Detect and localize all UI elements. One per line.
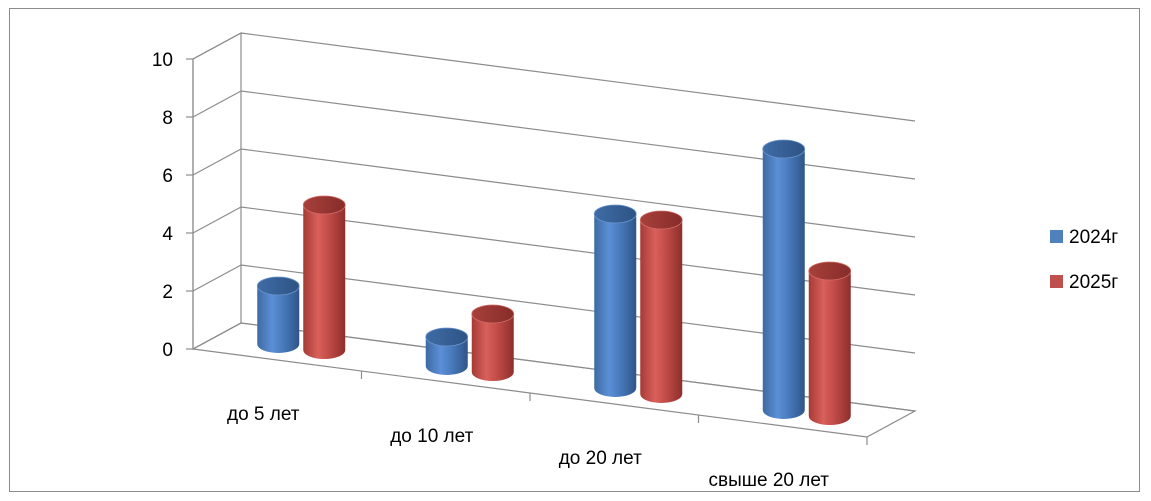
bar-body — [640, 220, 683, 403]
bar-top — [302, 195, 346, 215]
bar-1-2 — [639, 210, 683, 403]
legend-label-1: 2025г — [1069, 272, 1118, 293]
bar-1-0 — [302, 195, 346, 360]
plot-walls — [191, 31, 917, 445]
bar-body — [303, 205, 346, 360]
bar-1-3 — [808, 261, 852, 426]
bar-top — [471, 304, 515, 324]
bars-group — [256, 139, 852, 426]
side-gridline — [192, 32, 242, 60]
bar-0-0 — [256, 276, 300, 353]
bar-0-2 — [593, 204, 637, 397]
bar-top — [808, 261, 852, 281]
y-tick-label: 2 — [162, 282, 173, 303]
category-label-0: до 5 лет — [227, 404, 300, 425]
side-gridline — [192, 322, 242, 350]
gridline — [240, 90, 916, 180]
legend-swatch-0 — [1050, 230, 1063, 243]
x-axis-categories: до 5 лет до 10 лет до 20 лет свыше 20 лет — [227, 404, 829, 491]
y-tick-label: 0 — [162, 340, 173, 361]
side-gridline — [192, 148, 242, 176]
bar-body — [471, 314, 514, 382]
plot-side-wall — [192, 31, 242, 351]
bar-top — [593, 204, 637, 224]
gridline — [240, 32, 916, 122]
bar-top — [639, 210, 683, 230]
bar-top — [762, 139, 806, 159]
bar-top — [425, 327, 469, 347]
bar-body — [808, 271, 851, 426]
y-tick-label: 10 — [152, 50, 173, 71]
legend: 2024г 2025г — [1050, 227, 1118, 293]
bar-body — [425, 336, 468, 375]
legend-label-0: 2024г — [1069, 227, 1118, 248]
bar-0-1 — [425, 327, 469, 375]
bar-0-3 — [762, 139, 806, 419]
bar-body — [594, 213, 637, 397]
plot-floor — [191, 322, 917, 438]
category-label-2: до 20 лет — [559, 448, 642, 469]
bar-top — [256, 276, 300, 296]
category-label-3: свыше 20 лет — [709, 470, 830, 491]
y-axis-ticks: 0 2 4 6 8 10 — [152, 50, 193, 361]
side-gridline — [192, 90, 242, 118]
y-tick-label: 4 — [162, 224, 173, 245]
bar-body — [257, 285, 300, 353]
bar-1-1 — [471, 304, 515, 382]
side-gridline — [192, 264, 242, 292]
y-tick-label: 6 — [162, 166, 173, 187]
bar-body — [762, 148, 805, 419]
side-gridline — [192, 206, 242, 234]
y-tick-label: 8 — [162, 108, 173, 129]
category-label-1: до 10 лет — [390, 426, 473, 447]
legend-swatch-1 — [1050, 275, 1063, 288]
